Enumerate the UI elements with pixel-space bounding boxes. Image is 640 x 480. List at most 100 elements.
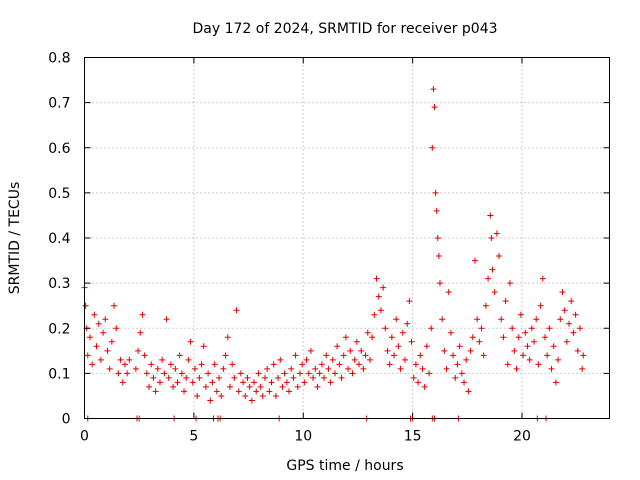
data-point	[410, 374, 417, 381]
data-point	[395, 343, 402, 350]
data-point	[386, 361, 393, 368]
data-point	[461, 379, 468, 386]
data-point	[491, 289, 498, 296]
data-point	[552, 379, 559, 386]
data-point	[541, 334, 548, 341]
data-point	[170, 383, 177, 390]
data-point	[299, 361, 306, 368]
data-point	[579, 365, 586, 372]
data-point	[132, 365, 139, 372]
data-point	[568, 298, 575, 305]
data-point	[428, 325, 435, 332]
data-point	[106, 365, 113, 372]
data-point	[325, 365, 332, 372]
data-point	[445, 289, 452, 296]
data-point	[399, 329, 406, 336]
data-point	[469, 334, 476, 341]
data-point	[506, 280, 513, 287]
data-point	[531, 338, 538, 345]
y-tick-label: 0.2	[48, 321, 70, 337]
data-point	[423, 343, 430, 350]
data-point	[108, 338, 115, 345]
y-tick-label: 0.6	[48, 141, 70, 157]
x-tick-label: 20	[513, 429, 531, 445]
plot-frame	[84, 57, 610, 419]
data-point	[178, 370, 185, 377]
data-point	[172, 365, 179, 372]
data-point	[406, 298, 413, 305]
data-point	[202, 383, 209, 390]
data-point	[342, 334, 349, 341]
data-point	[183, 374, 190, 381]
y-tick-label: 0.8	[48, 51, 70, 67]
data-point	[275, 374, 282, 381]
data-point	[515, 334, 522, 341]
data-point	[312, 365, 319, 372]
data-point	[548, 365, 555, 372]
data-point	[358, 347, 365, 354]
data-point	[310, 374, 317, 381]
data-point	[434, 235, 441, 241]
y-axis-label: SRMTID / TECUs	[7, 182, 23, 295]
data-point	[366, 356, 373, 363]
data-point	[456, 343, 463, 350]
grid	[84, 57, 610, 419]
ticks	[84, 57, 610, 419]
data-point	[447, 329, 454, 336]
data-point	[198, 361, 205, 368]
data-point	[194, 392, 201, 399]
data-point	[574, 347, 581, 354]
data-point	[209, 379, 216, 386]
data-point	[360, 365, 367, 372]
data-point	[89, 361, 96, 368]
data-point	[371, 311, 378, 318]
data-point	[126, 356, 133, 363]
data-point	[303, 356, 310, 363]
data-point	[393, 316, 400, 323]
data-point	[86, 334, 93, 341]
data-point	[264, 365, 271, 372]
data-point	[113, 325, 120, 332]
data-point	[340, 352, 347, 359]
data-point	[290, 374, 297, 381]
data-point	[296, 370, 303, 377]
data-point	[557, 316, 564, 323]
data-point	[115, 370, 122, 377]
data-point	[211, 361, 218, 368]
data-point	[135, 347, 142, 354]
data-point	[161, 370, 168, 377]
y-tick-label: 0	[62, 412, 71, 428]
x-tick-labels: 0 5 10 15 20	[80, 429, 531, 445]
data-point	[441, 347, 448, 354]
data-point	[327, 379, 334, 386]
data-point	[270, 361, 277, 368]
data-point	[189, 379, 196, 386]
data-point	[417, 352, 424, 359]
data-point	[458, 370, 465, 377]
data-point	[139, 311, 146, 318]
data-point	[524, 343, 531, 350]
data-point	[504, 361, 511, 368]
data-point	[305, 370, 312, 377]
x-axis-label: GPS time / hours	[286, 458, 403, 474]
y-tick-label: 0.4	[48, 231, 70, 247]
data-point	[487, 212, 494, 219]
data-point	[513, 365, 520, 372]
data-point	[334, 343, 341, 350]
data-point	[163, 316, 170, 323]
data-point	[100, 329, 107, 336]
data-point	[231, 374, 238, 381]
data-point	[570, 329, 577, 336]
data-point	[143, 370, 150, 377]
data-point	[375, 293, 382, 300]
data-point	[240, 379, 247, 386]
data-point	[137, 329, 144, 336]
data-point	[323, 352, 330, 359]
data-point	[95, 320, 102, 327]
data-point	[187, 338, 194, 345]
data-point	[550, 343, 557, 350]
data-point	[364, 329, 371, 336]
data-point	[496, 253, 503, 260]
data-point	[111, 302, 118, 309]
data-point	[509, 325, 516, 332]
